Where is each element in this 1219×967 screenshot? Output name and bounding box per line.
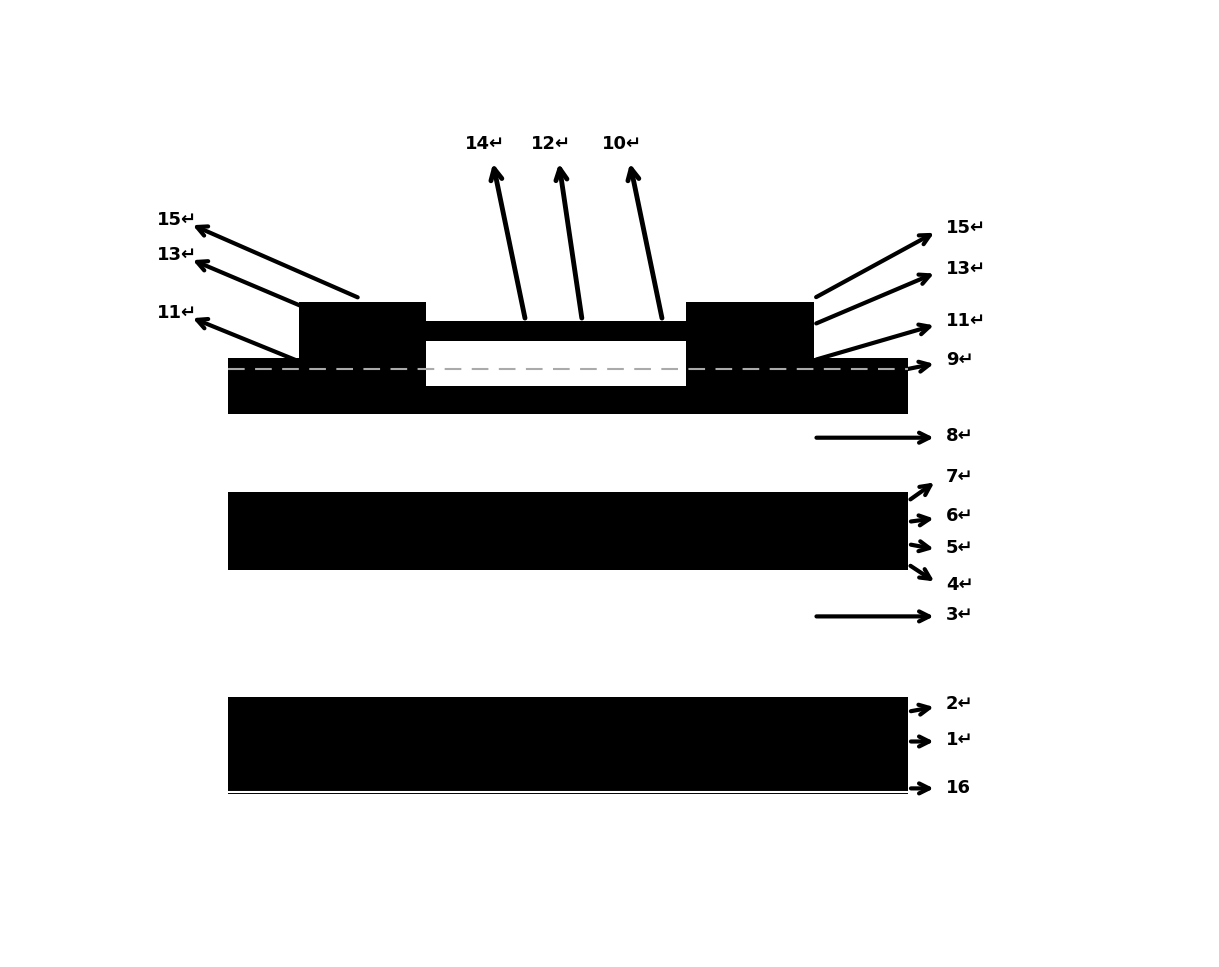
Bar — [299, 302, 427, 384]
Text: 9↵: 9↵ — [946, 351, 974, 369]
Text: 11↵: 11↵ — [157, 305, 197, 322]
Text: 13↵: 13↵ — [157, 247, 197, 264]
Bar — [299, 321, 814, 351]
Text: 16: 16 — [946, 779, 972, 798]
Text: 6↵: 6↵ — [946, 507, 974, 525]
Bar — [686, 302, 814, 384]
Text: 11↵: 11↵ — [946, 311, 986, 330]
Text: 7↵: 7↵ — [946, 468, 974, 486]
Bar — [228, 358, 908, 414]
Text: 2↵: 2↵ — [946, 695, 974, 714]
Text: 10↵: 10↵ — [602, 135, 642, 153]
Text: 13↵: 13↵ — [946, 260, 986, 278]
Text: 12↵: 12↵ — [531, 135, 572, 153]
Bar — [228, 492, 908, 571]
Text: 14↵: 14↵ — [464, 135, 505, 153]
Text: 15↵: 15↵ — [157, 211, 197, 229]
Text: 15↵: 15↵ — [946, 219, 986, 237]
Text: 1↵: 1↵ — [946, 731, 974, 749]
Bar — [228, 697, 908, 794]
Text: 8↵: 8↵ — [946, 427, 974, 445]
Text: 3↵: 3↵ — [946, 606, 974, 624]
Text: 4↵: 4↵ — [946, 576, 974, 594]
Bar — [427, 341, 686, 386]
Text: 5↵: 5↵ — [946, 539, 974, 557]
